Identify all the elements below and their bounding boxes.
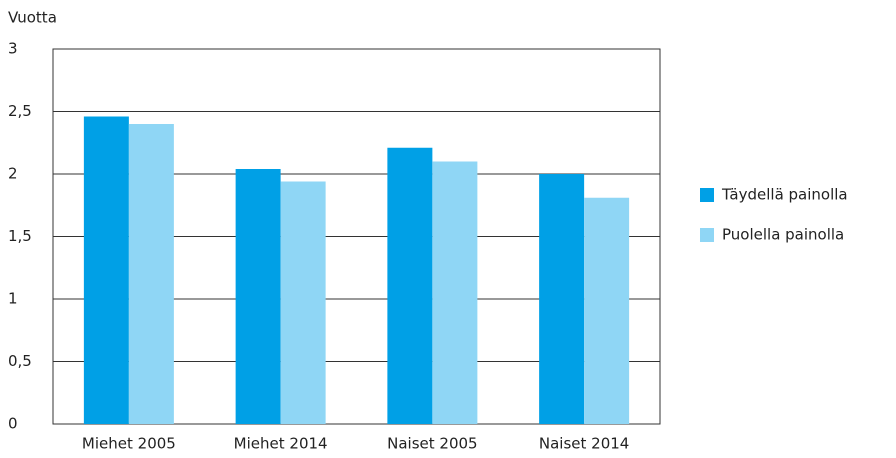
y-tick-label: 2,5 bbox=[8, 102, 32, 120]
y-tick-label: 1 bbox=[8, 290, 18, 308]
bar bbox=[539, 174, 585, 424]
y-tick-label: 3 bbox=[8, 40, 18, 58]
legend-label: Puolella painolla bbox=[722, 226, 844, 244]
plot-border bbox=[52, 48, 661, 425]
bar bbox=[128, 124, 174, 424]
bar bbox=[235, 169, 281, 424]
legend-swatch bbox=[700, 228, 714, 242]
bar bbox=[280, 181, 326, 424]
bar bbox=[387, 147, 433, 424]
bar bbox=[432, 161, 478, 424]
y-tick-label: 1,5 bbox=[8, 227, 32, 245]
x-tick-label: Miehet 2014 bbox=[234, 435, 328, 453]
x-tick-label: Naiset 2005 bbox=[387, 435, 477, 453]
x-tick-label: Miehet 2005 bbox=[82, 435, 176, 453]
bar bbox=[584, 197, 630, 424]
bar bbox=[83, 116, 129, 424]
y-axis-label: Vuotta bbox=[8, 9, 57, 27]
y-tick-label: 0 bbox=[8, 415, 18, 433]
legend-label: Täydellä painolla bbox=[721, 186, 848, 204]
y-tick-label: 2 bbox=[8, 165, 18, 183]
y-tick-label: 0,5 bbox=[8, 352, 32, 370]
x-tick-label: Naiset 2014 bbox=[539, 435, 629, 453]
legend-swatch bbox=[700, 188, 714, 202]
